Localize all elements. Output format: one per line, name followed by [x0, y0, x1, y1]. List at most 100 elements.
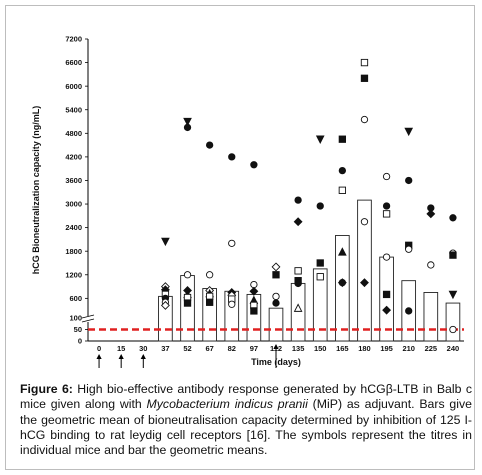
data-point-filled-circle [205, 141, 214, 149]
x-tick-label: 150 [314, 344, 327, 353]
bar-112 [268, 307, 284, 342]
data-point-open-circle [228, 300, 236, 308]
x-axis-title: Time (days) [251, 357, 301, 367]
data-point-filled-circle [294, 196, 302, 204]
data-point-open-circle [183, 271, 192, 279]
data-point-filled-square [272, 271, 280, 279]
data-point-open-circle [272, 292, 280, 301]
bar-150 [312, 268, 328, 342]
x-tick-label: 240 [447, 344, 460, 353]
data-point-open-diamond [160, 300, 170, 310]
data-point-filled-diamond [426, 209, 436, 219]
data-point-open-circle [360, 115, 369, 124]
data-point-open-square [360, 58, 369, 67]
x-tick-label: 67 [205, 344, 213, 353]
data-point-filled-diamond [382, 305, 392, 315]
x-tick-label: 195 [380, 344, 393, 353]
caption-text-2: (MiP) as adjuvant. Bars give the geometr… [20, 397, 472, 458]
data-point-open-circle [405, 245, 413, 253]
y-tick-label: 4800 [65, 129, 82, 138]
y-tick-label: 100 [69, 314, 82, 323]
data-point-filled-square [250, 307, 258, 315]
data-point-open-circle [228, 239, 236, 247]
data-point-filled-circle [382, 202, 391, 210]
data-point-filled-circle [405, 307, 413, 315]
data-point-filled-square [338, 135, 347, 143]
figure-caption: Figure 6: High bio-effective antibody re… [20, 382, 472, 458]
data-point-filled-circle [272, 299, 280, 307]
x-tick-label: 82 [228, 344, 236, 353]
bar-165 [335, 235, 350, 342]
bar-135 [290, 282, 306, 342]
bar-240 [445, 302, 461, 342]
data-point-open-circle [449, 325, 457, 334]
axis-break-mark [81, 314, 95, 319]
data-point-filled-tri-down [183, 117, 192, 127]
y-tick-label: 1200 [65, 270, 82, 279]
bar-225 [423, 292, 439, 342]
data-point-filled-circle [316, 202, 324, 210]
arrow-head-0 [96, 354, 102, 359]
x-tick-label: 52 [183, 344, 191, 353]
data-point-filled-circle [338, 166, 347, 175]
data-point-filled-circle [250, 161, 258, 169]
x-tick-label: 30 [139, 344, 147, 353]
x-tick-label: 225 [425, 344, 438, 353]
data-point-open-diamond [271, 262, 281, 272]
x-tick-label: 135 [292, 344, 305, 353]
y-tick-label: 3000 [65, 200, 82, 209]
data-point-open-square [338, 186, 347, 194]
data-point-open-square [205, 292, 214, 301]
x-tick-label: 0 [97, 344, 101, 353]
data-point-filled-tri-down [404, 127, 414, 137]
y-tick-label: 3600 [65, 176, 82, 185]
x-tick-label: 165 [336, 344, 349, 353]
chart: 6001200180024003000360042004800540060006… [31, 35, 464, 368]
data-point-open-circle [382, 253, 391, 261]
y-tick-label: 600 [69, 294, 82, 303]
data-point-open-circle [427, 261, 435, 269]
data-point-open-triangle [293, 303, 303, 312]
figure-frame: 600 1200 1800 2400 3000 3600 4200 4800 5400 6000 6… [5, 5, 475, 470]
data-point-filled-diamond [337, 278, 347, 288]
x-tick-label: 15 [117, 344, 125, 353]
data-point-open-square [294, 267, 302, 275]
data-point-filled-diamond [249, 286, 259, 296]
data-point-filled-tri-down [315, 135, 325, 144]
data-point-open-circle [360, 218, 369, 226]
x-tick-label: 210 [402, 344, 415, 353]
x-tick-label: 180 [358, 344, 371, 353]
data-point-filled-circle [405, 176, 413, 185]
arrow-head-30 [140, 354, 146, 359]
y-tick-label: 0 [78, 337, 82, 346]
data-point-open-square [382, 210, 391, 218]
caption-label: Figure 6: [20, 382, 73, 396]
data-point-filled-tri-down [448, 290, 458, 300]
data-point-filled-square [183, 299, 192, 307]
y-tick-label: 4200 [65, 152, 82, 161]
y-tick-label: 2400 [65, 223, 82, 232]
arrow-head-15 [118, 354, 124, 359]
y-axis-title: hCG Bioneutralization capacity (ng/mL) [31, 106, 41, 275]
data-point-open-circle [382, 172, 391, 181]
data-point-filled-square [449, 251, 457, 259]
y-tick-label: 7200 [65, 35, 82, 44]
y-tick-label: 6000 [65, 82, 82, 91]
data-point-open-circle [205, 271, 214, 279]
data-point-filled-circle [294, 279, 302, 288]
data-point-open-square [316, 273, 324, 281]
data-point-open-circle [250, 280, 258, 289]
data-point-filled-diamond [293, 217, 303, 227]
arrow-head-112 [273, 344, 279, 349]
data-point-filled-diamond [360, 278, 369, 288]
bar-52 [180, 275, 195, 342]
y-tick-label: 1800 [65, 247, 82, 256]
x-tick-label: 97 [250, 344, 258, 353]
data-point-filled-triangle [338, 247, 347, 256]
y-tick-label: 6600 [65, 58, 82, 67]
x-tick-label: 37 [161, 344, 169, 353]
data-point-filled-square [316, 259, 324, 267]
caption-text-1: High bio-effective antibody response gen… [20, 382, 472, 412]
data-point-filled-tri-down [161, 237, 170, 247]
data-point-filled-circle [449, 214, 457, 222]
